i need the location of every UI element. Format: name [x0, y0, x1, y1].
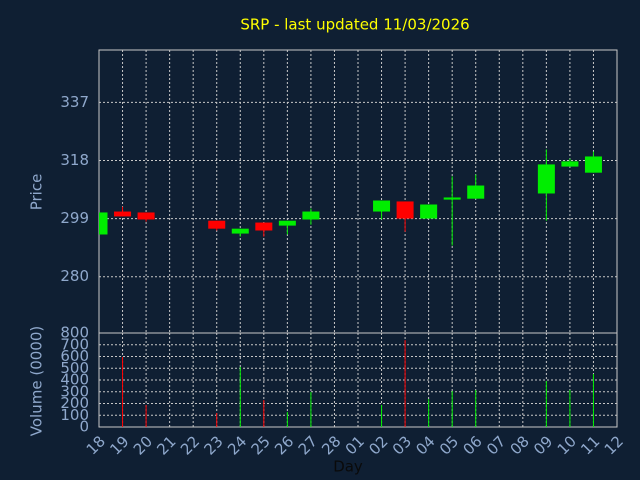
y2-tick-label: 600: [60, 347, 89, 365]
candle-body: [467, 185, 485, 199]
candle-body: [278, 220, 296, 226]
y2-tick-label: 400: [60, 371, 89, 389]
candle-body: [208, 220, 226, 229]
candle-body: [231, 228, 249, 234]
y2-tick-label: 300: [60, 382, 89, 400]
candle-body: [443, 197, 461, 200]
candle-body: [302, 211, 320, 220]
y2-tick-label: 700: [60, 335, 89, 353]
y-tick-label: 299: [60, 209, 89, 227]
candle-body: [537, 164, 555, 194]
x-axis-label: Day: [333, 458, 363, 476]
y-tick-label: 318: [60, 151, 89, 169]
candle-body: [255, 222, 273, 231]
y2-tick-label: 200: [60, 394, 89, 412]
candle-body: [396, 201, 414, 219]
y-tick-label: 337: [60, 93, 89, 111]
candle-body: [137, 212, 155, 220]
y2-tick-label: 0: [79, 418, 89, 436]
candle-body: [114, 211, 132, 217]
candle-body: [561, 161, 579, 167]
y-axis-label: Price: [28, 174, 46, 211]
y-tick-label: 280: [60, 267, 89, 285]
y2-axis-label: Volume (0000): [28, 326, 46, 436]
candle-body: [584, 156, 602, 173]
y2-tick-label: 100: [60, 406, 89, 424]
candle-body: [420, 204, 438, 219]
chart-title: SRP - last updated 11/03/2026: [240, 16, 469, 34]
candle-body: [373, 200, 391, 212]
y2-tick-label: 800: [60, 324, 89, 342]
candles: [99, 149, 602, 246]
y2-tick-label: 500: [60, 359, 89, 377]
candle-body: [99, 212, 108, 235]
